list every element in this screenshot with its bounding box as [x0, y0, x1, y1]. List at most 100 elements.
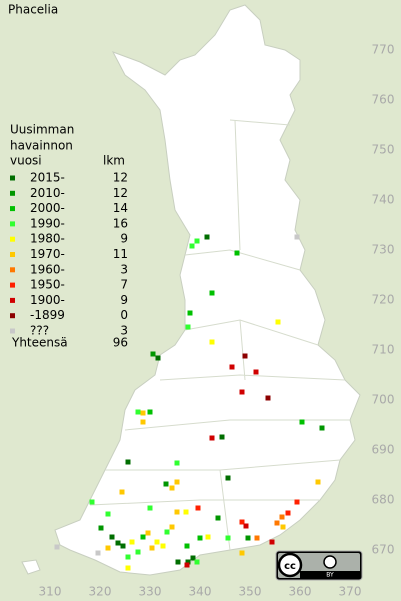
occurrence: [129, 539, 135, 545]
occurrence: [147, 409, 153, 415]
x-tick-label: 370: [339, 585, 362, 599]
occurrence: [149, 545, 155, 551]
y-tick-label: 730: [372, 243, 395, 257]
occurrence: [294, 499, 300, 505]
x-tick-label: 320: [89, 585, 112, 599]
badge-by: BY: [326, 572, 334, 579]
badge-cc: cc: [284, 561, 296, 572]
occurrence: [195, 505, 201, 511]
occurrence: [119, 489, 125, 495]
occurrence: [194, 559, 200, 565]
y-tick-label: 670: [372, 543, 395, 557]
legend-swatch: [10, 221, 15, 227]
legend-title: havainnon: [10, 139, 73, 153]
occurrence: [245, 535, 251, 541]
occurrence: [120, 543, 126, 549]
occurrence: [285, 510, 291, 516]
occurrence: [115, 540, 121, 546]
y-tick-label: 750: [372, 143, 395, 157]
x-tick-label: 330: [139, 585, 162, 599]
legend-count: 0: [120, 308, 128, 322]
occurrence: [185, 559, 191, 565]
occurrence: [215, 515, 221, 521]
legend-count: 12: [113, 186, 128, 200]
occurrence: [109, 534, 115, 540]
legend-year-header: vuosi: [10, 154, 42, 168]
occurrence: [197, 535, 203, 541]
occurrence: [269, 539, 275, 545]
occurrence: [209, 339, 215, 345]
legend-count: 14: [113, 201, 128, 215]
legend-count: 11: [113, 247, 128, 261]
aland-islands: [21, 559, 41, 575]
legend-label: 1960-: [30, 262, 65, 276]
legend-count-header: lkm: [103, 154, 125, 168]
legend-label: 2015-: [30, 171, 65, 185]
badge-strip: [300, 571, 360, 578]
legend-title: Uusimman: [10, 123, 74, 137]
occurrence: [54, 544, 60, 550]
legend-label: 1980-: [30, 232, 65, 246]
legend-swatch: [10, 313, 15, 319]
occurrence: [190, 555, 196, 561]
legend-total-label: Yhteensä: [11, 336, 68, 350]
occurrence: [239, 519, 245, 525]
legend-count: 16: [113, 216, 128, 230]
legend-swatch: [10, 236, 15, 242]
occurrence: [209, 290, 215, 296]
occurrence: [105, 511, 111, 517]
legend-swatch: [10, 282, 15, 288]
legend-count: 9: [120, 232, 128, 246]
legend-label: 1900-: [30, 293, 65, 307]
occurrence: [125, 565, 131, 571]
occurrence: [315, 479, 321, 485]
occurrence: [239, 389, 245, 395]
occurrence: [175, 559, 181, 565]
title: Phacelia: [8, 3, 58, 17]
y-tick-label: 690: [372, 443, 395, 457]
legend-count: 3: [120, 262, 128, 276]
occurrence: [225, 475, 231, 481]
occurrence: [225, 535, 231, 541]
legend-label: ???: [30, 324, 49, 338]
legend-swatch: [10, 297, 15, 303]
occurrence: [229, 364, 235, 370]
occurrence: [147, 505, 153, 511]
occurrence: [219, 434, 225, 440]
occurrence: [160, 543, 166, 549]
occurrence: [274, 520, 280, 526]
x-tick-label: 340: [189, 585, 212, 599]
occurrence: [279, 514, 285, 520]
legend-total: 96: [113, 336, 128, 350]
region-borders: [89, 119, 350, 551]
occurrence: [174, 509, 180, 515]
legend-count: 12: [113, 171, 128, 185]
occurrence: [164, 529, 170, 535]
occurrence: [155, 355, 161, 361]
occurrence: [163, 481, 169, 487]
occurrence: [174, 460, 180, 466]
occurrence: [234, 250, 240, 256]
occurrence: [98, 525, 104, 531]
legend-swatch: [10, 175, 15, 181]
occurrence: [174, 479, 180, 485]
occurrence: [95, 550, 101, 556]
legend-swatch: [10, 328, 15, 334]
badge-cc-circle: [277, 552, 303, 578]
occurrence: [140, 410, 146, 416]
y-tick-label: 760: [372, 93, 395, 107]
occurrence: [135, 549, 141, 555]
legend-swatch: [10, 267, 15, 273]
occurrence: [140, 419, 146, 425]
occurrence: [253, 369, 259, 375]
legend-label: 2000-: [30, 201, 65, 215]
x-tick-label: 360: [289, 585, 312, 599]
occurrence: [242, 353, 248, 359]
occurrence: [265, 395, 271, 401]
occurrence: [125, 554, 131, 560]
occurrence: [184, 543, 190, 549]
y-tick-label: 700: [372, 393, 395, 407]
occurrence: [187, 310, 193, 316]
occurrence: [184, 562, 190, 568]
occurrence: [125, 459, 131, 465]
